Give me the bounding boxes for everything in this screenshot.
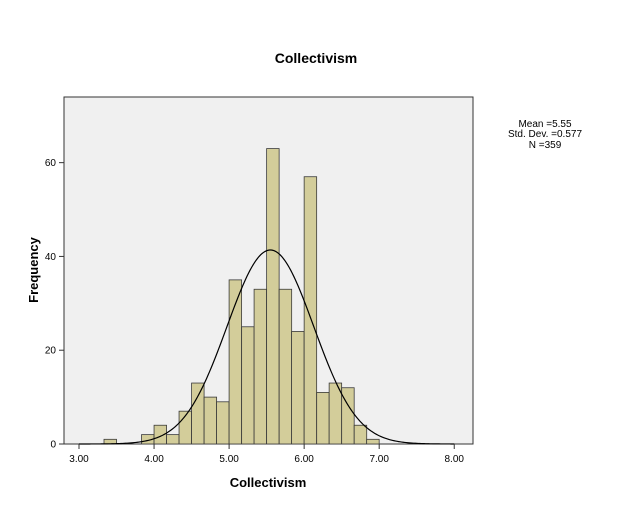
chart-title: Collectivism — [275, 50, 357, 66]
histogram-bar-20 — [353, 424, 368, 445]
y-axis-title: Frequency — [26, 236, 41, 303]
histogram-bar-7 — [191, 382, 205, 445]
normal-curve — [79, 249, 455, 445]
x-axis-title: Collectivism — [230, 475, 307, 490]
x-tick-label-3: 6.00 — [294, 454, 314, 465]
stats-std-dev: Std. Dev. =0.577 — [508, 129, 582, 140]
histogram-bar-18 — [328, 382, 343, 445]
x-tick-label-0: 3.00 — [69, 454, 89, 465]
histogram-bar-8 — [203, 396, 218, 445]
stats-box: Mean =5.55 Std. Dev. =0.577 N =359 — [508, 119, 582, 151]
histogram-bar-9 — [216, 401, 230, 445]
y-tick-label-2: 40 — [45, 252, 57, 263]
x-tick-label-2: 5.00 — [219, 454, 239, 465]
y-tick-label-3: 60 — [45, 158, 57, 169]
histogram-bar-5 — [166, 434, 180, 445]
histogram-bar-13 — [266, 148, 280, 445]
y-tick-label-1: 20 — [45, 346, 57, 357]
x-tick-label-5: 8.00 — [445, 454, 465, 465]
histogram-bar-14 — [278, 288, 293, 445]
stats-mean: Mean =5.55 — [518, 119, 572, 130]
histogram-bar-12 — [253, 288, 267, 445]
histogram-bar-16 — [303, 176, 318, 445]
axes-group: 3.00 4.00 5.00 6.00 7.00 8.00 0 20 40 60 — [45, 158, 465, 465]
stats-n: N =359 — [529, 140, 562, 151]
histogram-bar-11 — [241, 326, 255, 445]
y-tick-label-0: 0 — [50, 440, 56, 451]
histogram-bar-15 — [291, 331, 305, 445]
histogram-bar-19 — [341, 387, 355, 445]
bars-group — [103, 148, 380, 445]
x-tick-label-4: 7.00 — [369, 454, 389, 465]
histogram-bar-21 — [366, 438, 380, 445]
x-tick-label-1: 4.00 — [144, 454, 164, 465]
histogram-bar-17 — [316, 392, 330, 445]
